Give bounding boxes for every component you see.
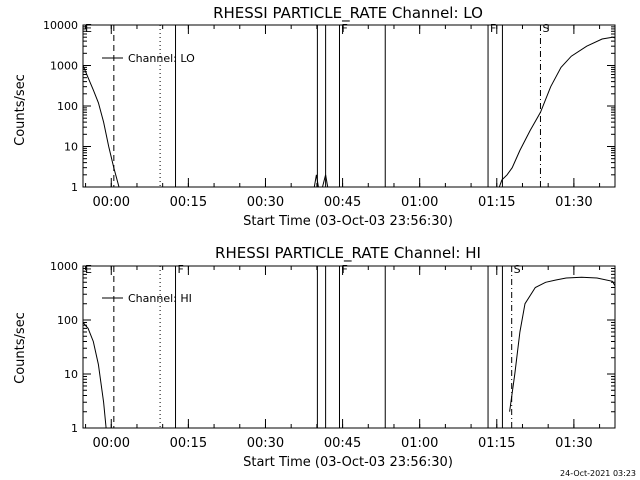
footer-timestamp: 24-Oct-2021 03:23 <box>560 469 636 478</box>
series-line <box>313 174 319 188</box>
time-marker-label: S <box>514 263 521 276</box>
data-series <box>82 36 616 188</box>
x-tick-label: 00:30 <box>247 195 284 210</box>
x-axis-label: Start Time (03-Oct-03 23:56:30) <box>243 455 453 470</box>
time-marker-label: F <box>490 22 496 35</box>
x-tick-label: 00:30 <box>247 436 284 451</box>
x-tick-label: 00:45 <box>324 436 361 451</box>
x-tick-label: 00:15 <box>170 195 207 210</box>
y-tick-label: 1000 <box>50 260 78 273</box>
y-axis-label: Counts/sec <box>13 74 28 146</box>
y-tick-label: 10 <box>64 141 78 154</box>
x-tick-label: 01:15 <box>478 436 515 451</box>
series-line <box>509 276 616 412</box>
chart-panel-hi: RHESSI PARTICLE_RATE Channel: HI Counts/… <box>13 244 616 470</box>
x-tick-label: 00:00 <box>93 195 130 210</box>
x-tick-label: 01:30 <box>555 195 592 210</box>
x-tick-label: 01:30 <box>555 436 592 451</box>
x-axis-ticks: 00:00 00:15 00:30 00:45 01:00 01:15 01:30 <box>85 266 601 451</box>
y-tick-label: 1 <box>71 181 78 194</box>
time-marker-label: F <box>341 22 347 35</box>
plot-area <box>82 265 616 429</box>
y-tick-label: 10 <box>64 368 78 381</box>
x-axis-label: Start Time (03-Oct-03 23:56:30) <box>243 214 453 229</box>
legend-label: Channel: LO <box>128 52 195 65</box>
time-marker-label: E <box>85 263 92 276</box>
series-line <box>82 65 120 188</box>
x-tick-label: 01:00 <box>401 436 438 451</box>
legend: Channel: LO <box>102 52 195 65</box>
y-tick-label: 1000 <box>50 60 78 73</box>
x-axis-ticks: 00:00 00:15 00:30 00:45 01:00 01:15 01:30 <box>85 25 601 210</box>
y-axis-ticks: 1 10 100 1000 <box>50 260 615 435</box>
time-marker-label: S <box>542 22 549 35</box>
y-tick-label: 100 <box>57 100 78 113</box>
series-line <box>82 322 107 429</box>
legend: Channel: HI <box>102 292 192 305</box>
data-series <box>82 276 616 429</box>
x-tick-label: 01:15 <box>478 195 515 210</box>
x-tick-label: 00:00 <box>93 436 130 451</box>
series-line <box>322 174 329 188</box>
y-axis-label: Counts/sec <box>13 312 28 384</box>
time-marker-label: E <box>85 22 92 35</box>
y-tick-label: 10000 <box>43 19 78 32</box>
legend-label: Channel: HI <box>128 292 192 305</box>
time-marker-label: F <box>341 263 347 276</box>
x-tick-label: 00:45 <box>324 195 361 210</box>
time-marker-label: F <box>178 263 184 276</box>
chart-title: RHESSI PARTICLE_RATE Channel: HI <box>215 244 481 263</box>
plot-area <box>82 24 616 188</box>
x-tick-label: 00:15 <box>170 436 207 451</box>
y-tick-label: 100 <box>57 314 78 327</box>
y-axis-ticks: 1 10 100 1000 10000 <box>43 19 615 194</box>
y-tick-label: 1 <box>71 422 78 435</box>
chart-panel-lo: RHESSI PARTICLE_RATE Channel: LO Counts/… <box>13 4 616 229</box>
x-tick-label: 01:00 <box>401 195 438 210</box>
chart-title: RHESSI PARTICLE_RATE Channel: LO <box>213 4 483 23</box>
series-line <box>498 36 616 188</box>
